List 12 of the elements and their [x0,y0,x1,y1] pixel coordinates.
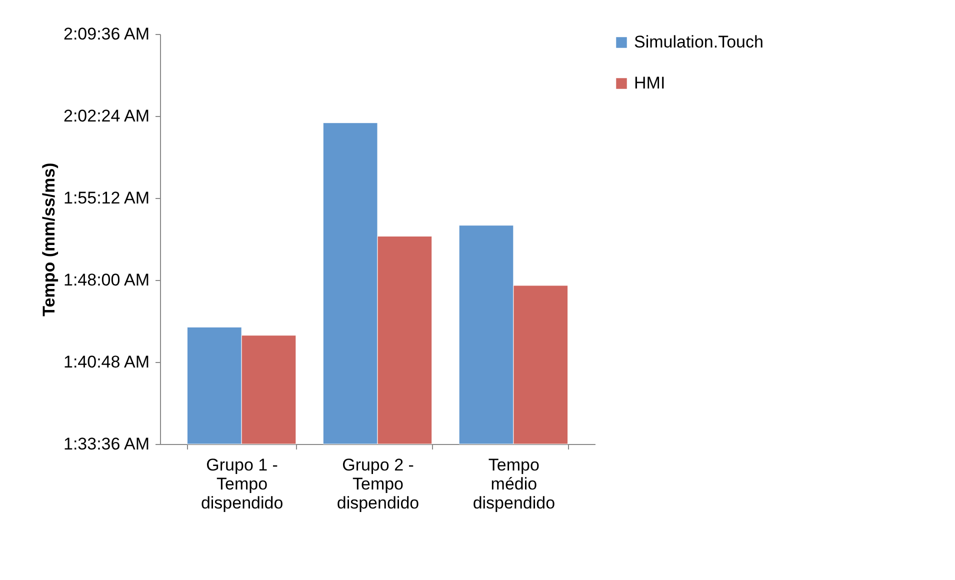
y-tick-label: 1:40:48 AM [63,352,150,372]
y-axis-title: Tempo (mm/ss/ms) [40,162,59,316]
y-tick-label: 1:48:00 AM [63,270,150,290]
x-tick-label: Grupo 2 - Tempo dispendido [336,456,420,512]
legend-label: HMI [634,74,666,92]
legend-label: Simulation.Touch [634,32,764,52]
y-tick-label: 1:33:36 AM [63,434,150,454]
y-tick-label: 2:09:36 AM [63,24,150,44]
y-tick-label: 1:55:12 AM [63,188,150,208]
x-tick-label: Tempo médio dispendido [472,456,556,512]
x-tick-label: Grupo 1 - Tempo dispendido [200,456,284,512]
y-tick-label: 2:02:24 AM [63,106,150,126]
